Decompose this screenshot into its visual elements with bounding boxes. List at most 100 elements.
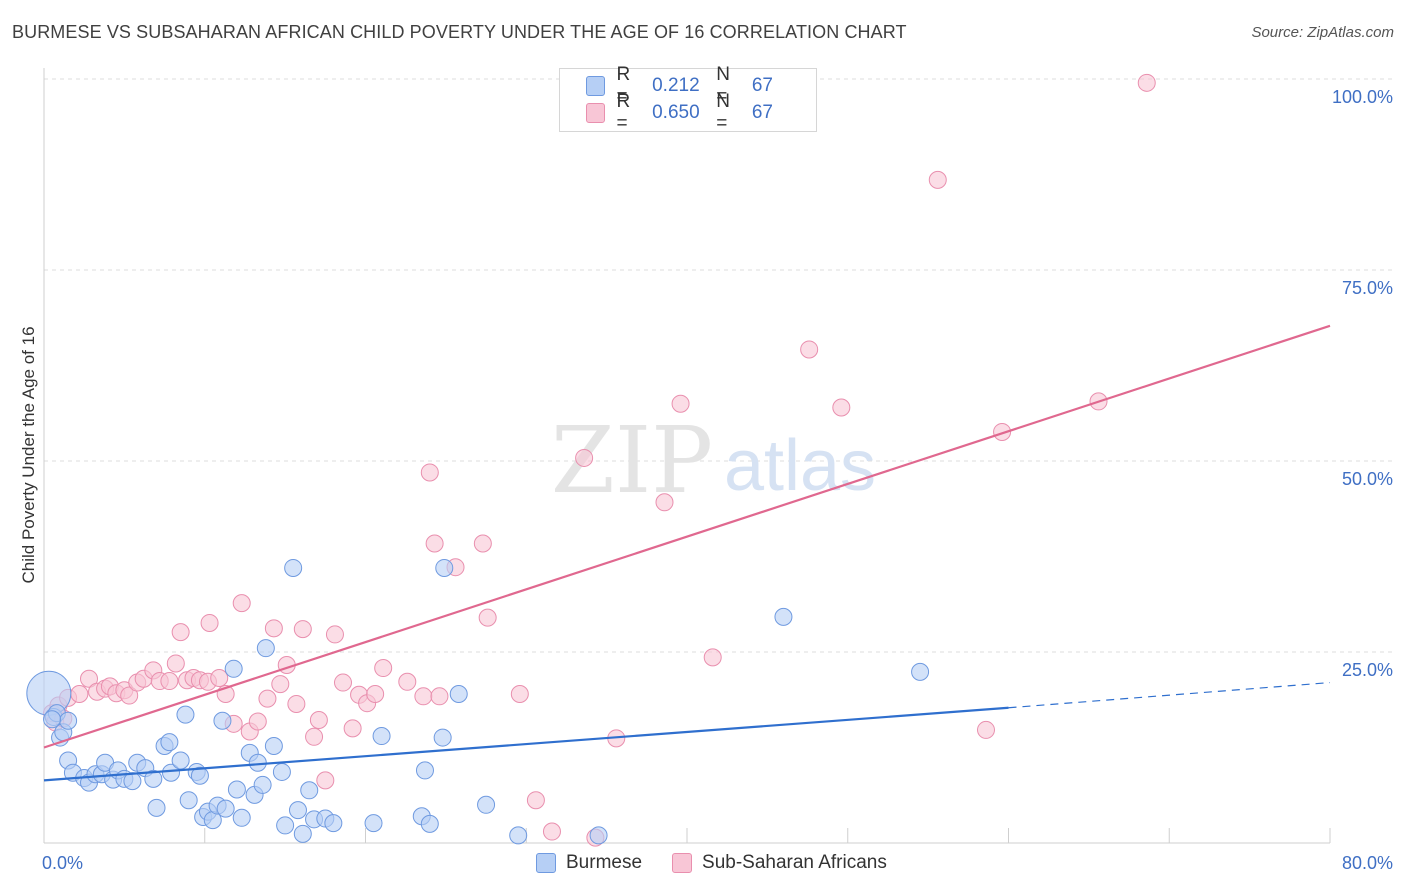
sub-saharan-point: [160, 672, 179, 691]
burmese-point: [509, 826, 528, 845]
sub-saharan-point: [414, 687, 433, 706]
sub-saharan-point: [575, 448, 594, 467]
burmese-point: [264, 736, 283, 755]
burmese-point: [774, 607, 793, 626]
trend-lines: [43, 324, 1331, 782]
legend-swatch-burmese: [586, 76, 605, 96]
legend-n-label: N =: [716, 91, 730, 134]
sub-saharan-point: [271, 675, 290, 694]
legend-n-value: 67: [751, 102, 773, 123]
series-burmese-points: [26, 558, 930, 845]
sub-saharan-point: [928, 170, 947, 189]
sub-saharan-point: [166, 654, 185, 673]
burmese-point: [293, 824, 312, 843]
sub-saharan-point: [976, 720, 995, 739]
burmese-trend-extension: [1008, 681, 1331, 709]
sub-saharan-point: [655, 493, 674, 512]
legend-r-value: 0.212: [652, 75, 700, 96]
sub-saharan-point: [171, 623, 190, 642]
burmese-point: [256, 639, 275, 658]
sub-saharan-point: [287, 694, 306, 713]
sub-saharan-point: [425, 534, 444, 553]
legend-swatch-sub-saharan: [586, 103, 605, 123]
sub-saharan-point: [264, 619, 283, 638]
sub-saharan-point: [258, 689, 277, 708]
sub-saharan-point: [800, 340, 819, 359]
grid-lines: [44, 78, 1395, 653]
burmese-point: [435, 558, 454, 577]
legend: R = 0.212 N = 67 R = 0.650 N = 67: [559, 64, 817, 134]
burmese-point: [477, 795, 496, 814]
sub-saharan-point: [80, 669, 99, 688]
burmese-point: [43, 710, 62, 729]
sub-saharan-point: [473, 534, 492, 553]
legend-row-burmese: R = 0.212 N = 67: [586, 64, 816, 107]
burmese-point: [433, 728, 452, 747]
burmese-point: [224, 659, 243, 678]
sub-saharan-point: [305, 727, 324, 746]
burmese-point: [324, 814, 343, 833]
burmese-point: [144, 769, 163, 788]
sub-saharan-point: [316, 771, 335, 790]
burmese-point: [415, 761, 434, 780]
y-tick-label: 75.0%: [1342, 278, 1393, 298]
legend-n-label: N =: [716, 64, 730, 107]
x-tick-label: 80.0%: [1342, 853, 1393, 873]
burmese-point: [160, 733, 179, 752]
sub-saharan-point: [526, 791, 545, 810]
sub-saharan-point: [333, 673, 352, 692]
source-label: Source: ZipAtlas.com: [1251, 24, 1394, 41]
sub-saharan-point: [120, 686, 139, 705]
y-tick-label: 100.0%: [1332, 87, 1393, 107]
y-tick-label: 25.0%: [1342, 660, 1393, 680]
legend-r-label: R =: [616, 91, 631, 134]
bottom-legend-swatch-burmese: [536, 853, 556, 873]
sub-saharan-point: [232, 594, 251, 613]
sub-saharan-point: [210, 668, 229, 687]
sub-saharan-point: [70, 685, 89, 704]
burmese-point: [190, 766, 209, 785]
sub-saharan-point: [542, 822, 561, 841]
sub-saharan-point: [510, 685, 529, 704]
sub-saharan-point: [293, 620, 312, 639]
watermark-atlas: atlas: [724, 426, 876, 506]
bottom-legend-burmese[interactable]: Burmese: [536, 852, 642, 874]
chart-title: BURMESE VS SUBSAHARAN AFRICAN CHILD POVE…: [12, 22, 907, 42]
sub-saharan-point: [325, 625, 344, 644]
legend-r-value: 0.650: [652, 102, 700, 123]
sub-saharan-point: [832, 398, 851, 417]
sub-saharan-point: [343, 719, 362, 738]
legend-r-label: R =: [616, 64, 631, 107]
bottom-legend-sub-saharan[interactable]: Sub-Saharan Africans: [672, 852, 887, 874]
sub-saharan-point: [374, 659, 393, 678]
burmese-point: [232, 808, 251, 827]
burmese-point: [276, 816, 295, 835]
burmese-point: [911, 662, 930, 681]
burmese-point: [420, 814, 439, 833]
bottom-legend-label: Burmese: [566, 852, 643, 873]
legend-row-sub-saharan: R = 0.650 N = 67: [586, 91, 816, 134]
burmese-point: [253, 775, 272, 794]
sub-saharan-point: [703, 648, 722, 667]
sub-saharan-point: [420, 463, 439, 482]
sub-saharan-point: [430, 687, 449, 706]
burmese-point: [288, 801, 307, 820]
burmese-point: [589, 826, 608, 845]
burmese-point: [272, 762, 291, 781]
sub-saharan-point: [993, 422, 1012, 441]
sub-saharan-point: [248, 712, 267, 731]
sub-saharan-point: [398, 672, 417, 691]
burmese-point: [300, 781, 319, 800]
sub-saharan-point: [1137, 73, 1156, 92]
x-tick-label: 0.0%: [42, 853, 83, 873]
tick-labels: 25.0% 50.0% 75.0% 100.0% 0.0% 80.0%: [42, 87, 1393, 873]
burmese-point: [227, 780, 246, 799]
bottom-legend-label: Sub-Saharan Africans: [702, 852, 887, 873]
burmese-point: [176, 705, 195, 724]
burmese-point: [171, 751, 190, 770]
sub-saharan-point: [200, 613, 219, 632]
sub-saharan-trend-line: [43, 324, 1331, 749]
sub-saharan-point: [309, 710, 328, 729]
burmese-point: [216, 799, 235, 818]
